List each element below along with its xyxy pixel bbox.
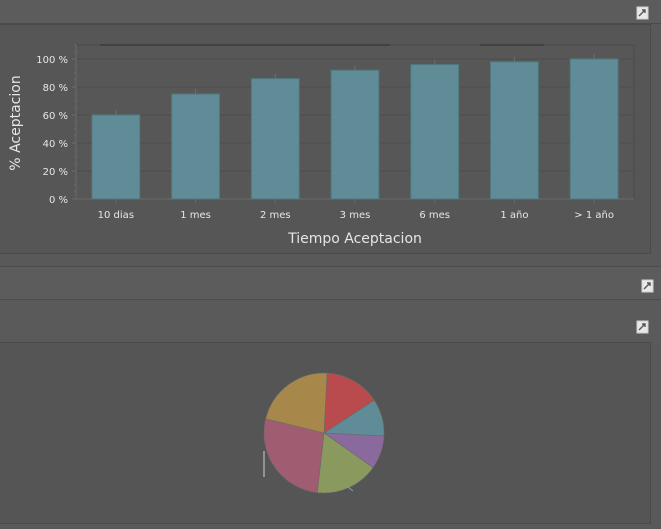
x-tick-label: > 1 año	[574, 210, 614, 221]
pie-slice[interactable]	[263, 418, 325, 493]
export-icon[interactable]	[641, 279, 655, 293]
section-toolbar	[0, 266, 661, 300]
pie-toolbar	[0, 300, 661, 342]
y-tick-label: 80 %	[43, 83, 68, 94]
bar-10 dias[interactable]	[91, 114, 141, 200]
bar-chart: 0 % 20 % 40 % 60 % 80 % 100 % 10 dias 1 mes 2 me…	[8, 44, 635, 247]
bar-6 mes[interactable]	[410, 64, 460, 200]
y-tick-label: 100 %	[36, 55, 68, 66]
bar-> 1 año[interactable]	[569, 58, 619, 200]
x-tick-label: 2 mes	[260, 210, 291, 221]
y-tick-label: 20 %	[43, 167, 68, 178]
bar-1 mes[interactable]	[171, 93, 220, 200]
y-axis-label: % Aceptacion	[8, 75, 24, 170]
export-icon[interactable]	[636, 320, 650, 334]
y-tick-label: 0 %	[49, 195, 68, 206]
x-tick-label: 1 mes	[180, 210, 211, 221]
pie-chart	[263, 372, 385, 494]
bar-chart-panel: 0 % 20 % 40 % 60 % 80 % 100 % 10 dias 1 mes 2 me…	[0, 24, 651, 254]
x-axis-label: Tiempo Aceptacion	[287, 231, 422, 247]
y-tick-label: 40 %	[43, 139, 68, 150]
export-icon[interactable]	[636, 6, 650, 20]
bar-1 año[interactable]	[490, 61, 539, 200]
pie-slice[interactable]	[323, 372, 375, 434]
bar-2 mes[interactable]	[250, 78, 300, 200]
y-tick-label: 60 %	[43, 111, 68, 122]
pie-chart-panel	[0, 342, 651, 524]
x-tick-label: 1 año	[500, 210, 528, 221]
pie-leader-line	[347, 486, 354, 492]
bar-3 mes[interactable]	[330, 69, 380, 200]
x-tick-label: 10 dias	[98, 210, 134, 221]
x-tick-label: 3 mes	[340, 210, 371, 221]
pie-slice[interactable]	[265, 372, 328, 434]
x-tick-label: 6 mes	[419, 210, 450, 221]
top-toolbar	[0, 0, 661, 24]
